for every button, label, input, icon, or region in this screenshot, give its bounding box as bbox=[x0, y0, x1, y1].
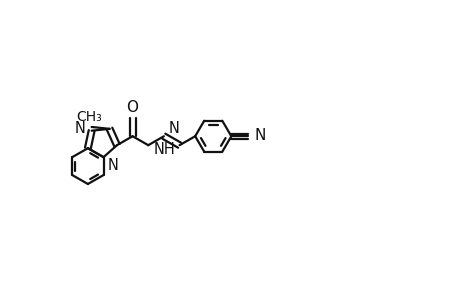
Text: O: O bbox=[126, 100, 138, 115]
Text: N: N bbox=[75, 121, 85, 136]
Text: N: N bbox=[108, 158, 118, 173]
Text: NH: NH bbox=[153, 142, 174, 157]
Text: CH₃: CH₃ bbox=[76, 110, 102, 124]
Text: N: N bbox=[168, 121, 179, 136]
Text: N: N bbox=[253, 128, 265, 143]
